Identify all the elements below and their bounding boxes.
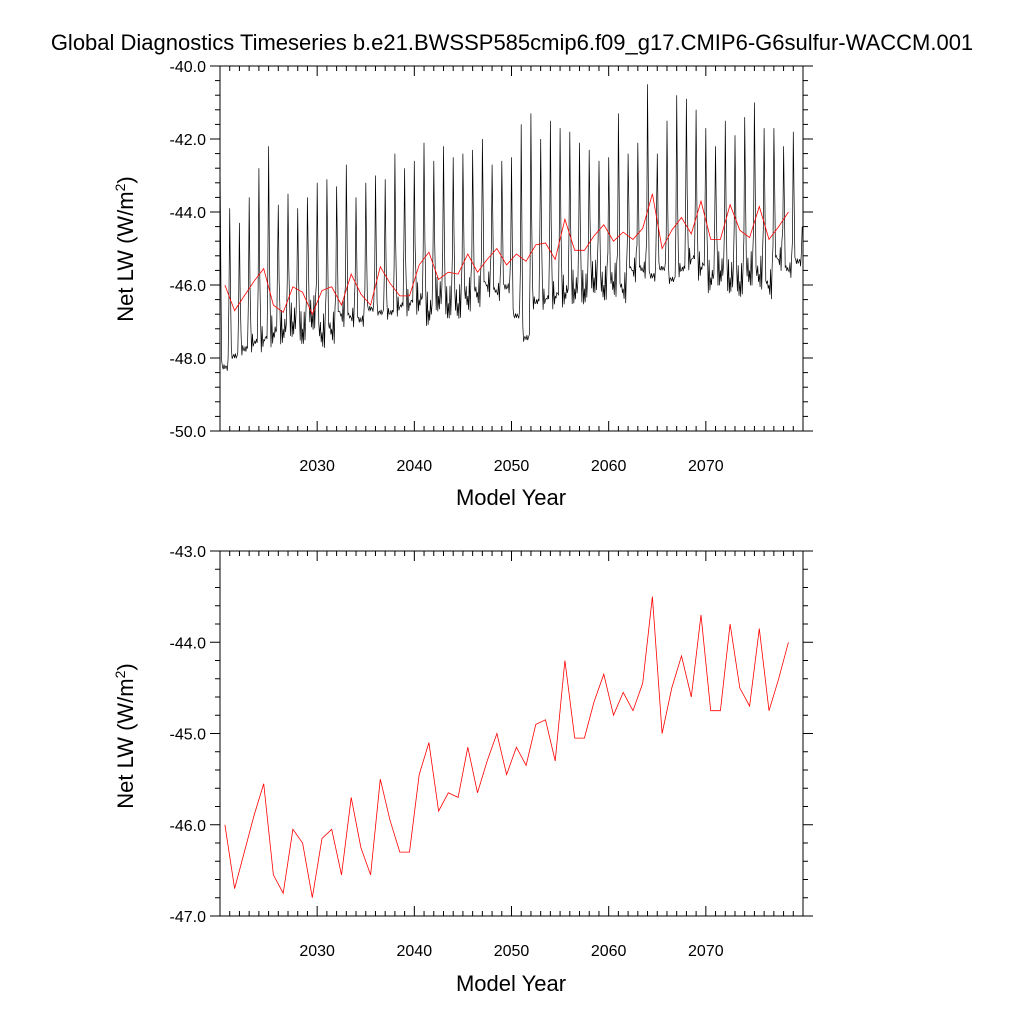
top-panel: -40.0-42.0-44.0-46.0-48.0-50.0 2030 2040 2…: [112, 59, 813, 510]
x-tick-label: 2070: [688, 458, 724, 475]
y-tick-label: -43.0: [170, 544, 207, 561]
x-tick-label: 2040: [397, 943, 433, 960]
bottom-panel: -43.0-44.0-45.0-46.0-47.0 2030 2040 2050 20…: [112, 544, 813, 996]
top-x-tick-labels: 2030 2040 2050 2060 2070: [299, 458, 723, 475]
x-tick-label: 2050: [494, 943, 530, 960]
bottom-x-tick-labels: 2030 2040 2050 2060 2070: [299, 943, 723, 960]
x-tick-label: 2070: [688, 943, 724, 960]
y-tick-label: -40.0: [170, 59, 207, 76]
bottom-y-axis-title: Net LW (W/m2): [112, 663, 138, 808]
figure-title: Global Diagnostics Timeseries b.e21.BWSS…: [51, 30, 973, 55]
y-tick-label: -44.0: [170, 205, 207, 222]
y-tick-label: -44.0: [170, 635, 207, 652]
y-tick-label: -45.0: [170, 727, 207, 744]
y-tick-label: -42.0: [170, 132, 207, 149]
annual-mean-series-line: [224, 193, 789, 316]
bottom-y-tick-labels: -43.0 -44.0 -45.0 -46.0 -47.0: [170, 544, 207, 926]
y-tick-label: -46.0: [170, 818, 207, 835]
bottom-plot-frame: [219, 550, 804, 917]
bottom-annual-mean-series-line: [224, 596, 789, 898]
y-tick-label: -47.0: [170, 909, 207, 926]
y-tick-label: -48.0: [170, 351, 207, 368]
top-x-axis-title: Model Year: [456, 485, 566, 510]
x-tick-label: 2030: [299, 458, 335, 475]
x-tick-label: 2050: [494, 458, 530, 475]
x-tick-label: 2040: [397, 458, 433, 475]
x-tick-label: 2030: [299, 943, 335, 960]
x-tick-label: 2060: [591, 943, 627, 960]
x-tick-label: 2060: [591, 458, 627, 475]
y-tick-label: -46.0: [170, 278, 207, 295]
top-y-axis-title: Net LW (W/m2): [112, 176, 138, 321]
top-y-tick-labels: -40.0 -42.0 -44.0 -46.0 -48.0 -50.0: [170, 59, 207, 441]
top-plot-frame: [219, 65, 804, 432]
top-tick-marks: [210, 65, 813, 432]
y-tick-label: -50.0: [170, 424, 207, 441]
bottom-x-axis-title: Model Year: [456, 971, 566, 996]
bottom-tick-marks: [210, 550, 813, 917]
monthly-series-line: [219, 84, 803, 371]
